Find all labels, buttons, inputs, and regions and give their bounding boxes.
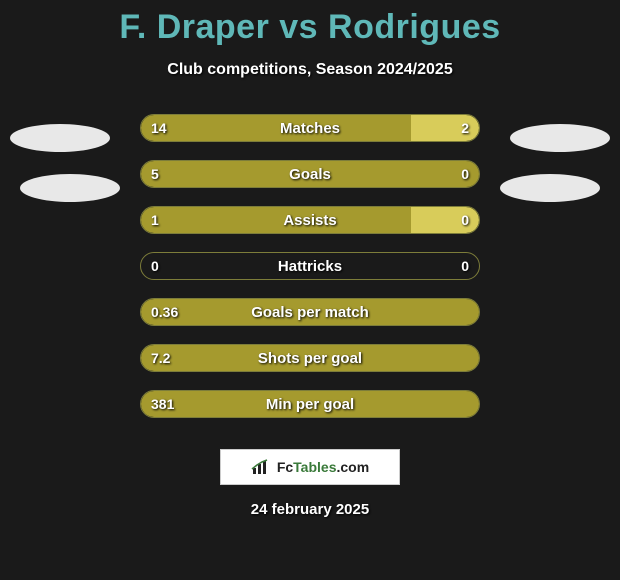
stat-value-left: 7.2: [151, 345, 170, 371]
badge-tld: .com: [336, 459, 369, 475]
stat-bar-left: [141, 299, 479, 325]
stat-bar-left: [141, 207, 411, 233]
stat-value-left: 0: [151, 253, 159, 279]
stat-row: Shots per goal7.2: [0, 335, 620, 381]
stat-row: Assists10: [0, 197, 620, 243]
bar-chart-icon: [251, 458, 273, 476]
stat-row: Min per goal381: [0, 381, 620, 427]
date-label: 24 february 2025: [0, 501, 620, 518]
badge-suffix: Tables: [293, 459, 336, 475]
stat-value-left: 5: [151, 161, 159, 187]
stat-row: Hattricks0 0: [0, 243, 620, 289]
stat-row: Matches142: [0, 105, 620, 151]
page-subtitle: Club competitions, Season 2024/2025: [0, 61, 620, 79]
stat-label: Hattricks: [141, 253, 479, 279]
badge-prefix: Fc: [277, 459, 293, 475]
stat-row: Goals50: [0, 151, 620, 197]
stat-bar-left: [141, 345, 479, 371]
stat-bar-track: Assists10: [140, 206, 480, 234]
stat-bar-track: Shots per goal7.2: [140, 344, 480, 372]
page-title: F. Draper vs Rodrigues: [0, 0, 620, 47]
stat-value-left: 14: [151, 115, 167, 141]
badge-text: FcTables.com: [277, 459, 369, 475]
stat-value-right: 0: [461, 161, 469, 187]
stat-value-left: 381: [151, 391, 174, 417]
stat-bar-left: [141, 115, 411, 141]
stat-bar-left: [141, 161, 479, 187]
stat-rows: Matches142Goals50Assists10Hattricks00Goa…: [0, 105, 620, 427]
stat-bar-left: [141, 391, 479, 417]
stat-bar-track: Goals per match0.36: [140, 298, 480, 326]
stat-value-left: 0.36: [151, 299, 178, 325]
stat-value-right: 2: [461, 115, 469, 141]
stat-bar-track: Hattricks0 0: [140, 252, 480, 280]
stat-value-right: 0: [461, 253, 469, 279]
stat-value-right: 0: [461, 207, 469, 233]
stat-bar-track: Min per goal381: [140, 390, 480, 418]
fctables-badge[interactable]: FcTables.com: [220, 449, 400, 485]
stat-bar-track: Matches142: [140, 114, 480, 142]
stat-value-left: 1: [151, 207, 159, 233]
stat-row: Goals per match0.36: [0, 289, 620, 335]
stat-bar-track: Goals50: [140, 160, 480, 188]
